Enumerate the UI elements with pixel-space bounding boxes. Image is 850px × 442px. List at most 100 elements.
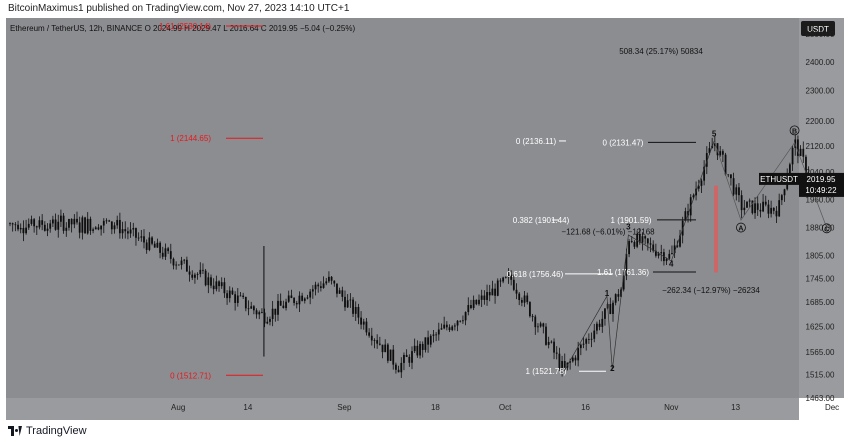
- candle-body: [252, 306, 255, 311]
- candle-body: [167, 248, 170, 252]
- candle-body: [247, 308, 250, 310]
- price-chart[interactable]: Ethereum / TetherUS, 12h, BINANCE O 2024…: [6, 18, 844, 420]
- candle-body: [614, 294, 617, 303]
- candle-body: [60, 215, 62, 222]
- candle-body: [464, 312, 467, 321]
- candle-body: [721, 151, 724, 155]
- candle-body: [601, 318, 604, 327]
- candle-body: [309, 291, 312, 298]
- candle-body: [411, 351, 413, 363]
- candle-body: [700, 180, 703, 186]
- candle-body: [630, 241, 633, 242]
- candle-body: [440, 328, 443, 330]
- candle-body: [716, 143, 719, 156]
- candle-body: [354, 306, 357, 314]
- candle-body: [220, 282, 223, 287]
- candle-body: [244, 297, 247, 309]
- candle-body: [429, 335, 432, 345]
- candle-body: [400, 362, 403, 373]
- candle-body: [322, 283, 325, 288]
- candle-body: [132, 228, 135, 230]
- candle-body: [462, 320, 464, 322]
- candle-body: [94, 227, 97, 230]
- y-tick-label: 1565.00: [806, 348, 835, 357]
- candle-body: [352, 299, 354, 314]
- measurement-label: −262.34 (−12.97%) −26234: [662, 286, 760, 295]
- fib-level-label: 1 (2144.65): [170, 134, 211, 143]
- candle-body: [633, 241, 636, 247]
- candle-body: [783, 189, 786, 196]
- candle-body: [612, 302, 614, 314]
- candle-body: [373, 340, 376, 341]
- candle-body: [250, 306, 253, 309]
- wave-label-circle: [789, 125, 800, 136]
- wave-label: 4: [669, 260, 674, 269]
- candle-body: [740, 195, 743, 211]
- candle-body: [609, 304, 612, 314]
- candle-body: [646, 238, 649, 244]
- candle-body: [748, 200, 751, 202]
- candle-body: [370, 335, 373, 341]
- fib-retracement-label: 1 (1901.59): [611, 216, 652, 225]
- candle-body: [226, 293, 228, 299]
- candle-body: [571, 357, 574, 362]
- candle-body: [293, 297, 295, 303]
- candle-body: [563, 361, 566, 368]
- candle-body: [727, 174, 730, 176]
- y-tick-label: 1685.00: [806, 298, 835, 307]
- wave-label: 1: [605, 289, 610, 298]
- candle-body: [483, 295, 486, 300]
- candle-body: [413, 345, 416, 352]
- publisher-text: BitcoinMaximus1 published on TradingView…: [8, 3, 350, 14]
- time-axis[interactable]: [6, 398, 799, 420]
- candle-body: [258, 312, 261, 315]
- tradingview-brand: TradingView: [26, 425, 87, 437]
- candle-body: [319, 286, 322, 288]
- candle-body: [274, 308, 277, 315]
- symbol-header: Ethereum / TetherUS, 12h, BINANCE O 2024…: [10, 24, 355, 33]
- wave-label: A: [738, 226, 743, 233]
- candle-body: [515, 289, 518, 294]
- y-tick-label: 1880.00: [806, 224, 835, 233]
- candle-body: [46, 228, 49, 231]
- candle-body: [654, 250, 657, 256]
- candle-body: [159, 242, 161, 253]
- x-tick-label: Oct: [499, 403, 512, 412]
- candle-body: [317, 284, 320, 287]
- last-price-label: 2019.95: [807, 175, 836, 184]
- candle-body: [344, 296, 346, 308]
- candle-body: [17, 224, 19, 230]
- candle-body: [338, 290, 341, 294]
- candle-body: [459, 320, 462, 322]
- candle-body: [43, 224, 46, 231]
- candle-body: [738, 187, 740, 196]
- candle-body: [27, 223, 30, 228]
- y-tick-label: 2040.00: [806, 168, 835, 177]
- candle-body: [161, 252, 164, 257]
- plot-area[interactable]: [6, 18, 799, 398]
- candle-body: [590, 338, 593, 340]
- price-axis[interactable]: [799, 18, 844, 398]
- candle-body: [475, 299, 478, 305]
- candle-body: [271, 308, 274, 320]
- candle-body: [472, 299, 475, 309]
- currency-badge[interactable]: [801, 21, 835, 36]
- candle-body: [196, 274, 199, 275]
- candle-body: [531, 316, 534, 317]
- candle-body: [129, 229, 132, 234]
- candle-body: [529, 302, 531, 317]
- candle-body: [644, 236, 647, 239]
- candle-body: [732, 178, 735, 195]
- candle-body: [68, 218, 70, 228]
- candle-body: [596, 323, 598, 331]
- candle-body: [587, 339, 590, 340]
- candle-body: [641, 236, 644, 243]
- candle-body: [448, 327, 451, 331]
- price-tag-bg: [799, 172, 844, 197]
- fib-retracement-label: 1.61 (1761.36): [597, 268, 649, 277]
- candle-body: [751, 200, 754, 214]
- candle-body: [365, 321, 368, 333]
- candle-body: [362, 321, 365, 325]
- candle-body: [100, 225, 103, 230]
- candle-body: [622, 275, 625, 290]
